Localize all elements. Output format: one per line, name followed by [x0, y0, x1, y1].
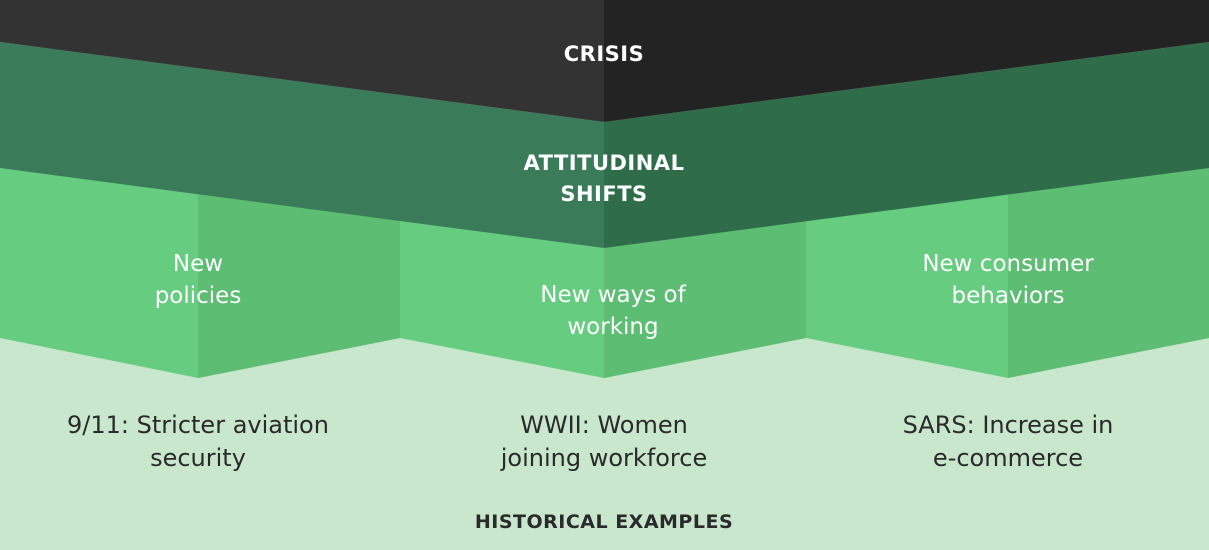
example-3-line-2: e-commerce — [848, 442, 1168, 475]
footer-label-text: HISTORICAL EXAMPLES — [404, 506, 804, 539]
example-9-11: 9/11: Stricter aviation security — [38, 409, 358, 475]
example-3-line-1: SARS: Increase in — [848, 409, 1168, 442]
example-1-line-1: 9/11: Stricter aviation — [38, 409, 358, 442]
outcome-new-consumer-behaviors: New consumer behaviors — [858, 248, 1158, 312]
outcome-2-line-2: working — [463, 311, 763, 343]
historical-examples-label: HISTORICAL EXAMPLES — [404, 506, 804, 539]
crisis-label: CRISIS — [454, 39, 754, 70]
example-sars: SARS: Increase in e-commerce — [848, 409, 1168, 475]
outcome-3-line-1: New consumer — [858, 248, 1158, 280]
attitudinal-label-line-1: ATTITUDINAL — [454, 148, 754, 179]
outcome-1-line-2: policies — [48, 280, 348, 312]
example-1-line-2: security — [38, 442, 358, 475]
attitudinal-shifts-label: ATTITUDINAL SHIFTS — [454, 148, 754, 210]
example-2-line-2: joining workforce — [444, 442, 764, 475]
outcome-2-line-1: New ways of — [463, 279, 763, 311]
outcome-new-policies: New policies — [48, 248, 348, 312]
outcome-3-line-2: behaviors — [858, 280, 1158, 312]
crisis-label-text: CRISIS — [454, 39, 754, 70]
example-wwii: WWII: Women joining workforce — [444, 409, 764, 475]
outcome-new-ways-of-working: New ways of working — [463, 279, 763, 343]
attitudinal-label-line-2: SHIFTS — [454, 179, 754, 210]
example-2-line-1: WWII: Women — [444, 409, 764, 442]
outcome-1-line-1: New — [48, 248, 348, 280]
